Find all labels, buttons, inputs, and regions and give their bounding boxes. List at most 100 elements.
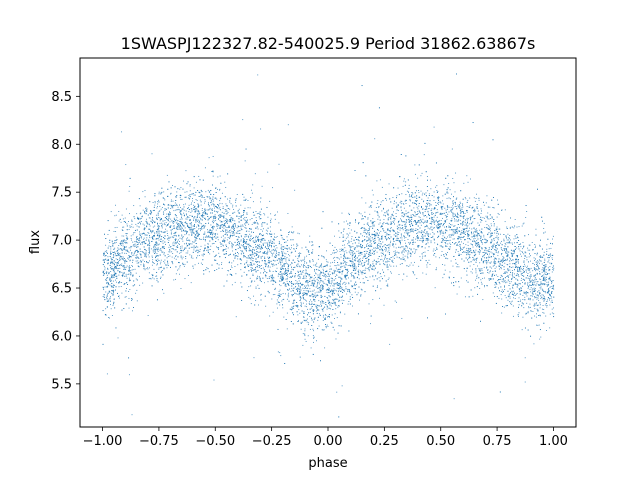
data-point	[491, 246, 493, 248]
data-point	[185, 218, 187, 220]
data-point	[166, 264, 168, 266]
data-point	[204, 209, 206, 211]
data-point	[145, 210, 147, 212]
data-point	[524, 265, 526, 267]
data-point	[165, 228, 167, 230]
data-point	[543, 264, 545, 266]
data-point	[240, 240, 242, 242]
data-point	[421, 198, 423, 200]
data-point	[336, 391, 338, 393]
data-point	[473, 240, 475, 242]
data-point	[524, 292, 526, 294]
data-point	[506, 239, 508, 241]
data-point	[126, 223, 128, 225]
data-point	[548, 259, 550, 261]
data-point	[151, 256, 153, 258]
data-point	[360, 270, 361, 272]
data-point	[116, 226, 118, 228]
data-point	[103, 274, 105, 276]
data-point	[414, 251, 416, 253]
data-point	[138, 239, 140, 241]
data-point	[412, 229, 414, 231]
data-point	[444, 207, 446, 209]
data-point	[145, 207, 147, 209]
data-point	[168, 265, 169, 266]
data-point	[335, 274, 337, 276]
data-point	[278, 297, 279, 299]
data-point	[471, 272, 473, 274]
data-point	[527, 273, 529, 274]
data-point	[417, 208, 419, 210]
data-point	[291, 247, 293, 249]
data-point	[309, 301, 310, 303]
data-point	[141, 243, 143, 245]
data-point	[399, 247, 401, 249]
data-point	[525, 282, 526, 284]
data-point	[260, 272, 262, 274]
data-point	[371, 268, 373, 270]
data-point	[110, 296, 111, 298]
data-point	[379, 243, 381, 245]
data-point	[499, 278, 501, 280]
data-point	[475, 249, 477, 251]
data-point	[318, 291, 320, 293]
data-point	[396, 251, 398, 253]
data-point	[479, 229, 481, 231]
data-point	[341, 299, 343, 301]
data-point	[369, 254, 371, 256]
data-point	[449, 224, 451, 225]
data-point	[361, 271, 363, 273]
data-point	[458, 286, 460, 288]
data-point	[138, 240, 140, 241]
data-point	[523, 268, 524, 269]
data-point	[130, 226, 132, 228]
data-point	[287, 263, 289, 265]
data-point	[307, 280, 309, 282]
data-point	[281, 275, 283, 277]
data-point	[367, 263, 369, 265]
data-point	[405, 194, 407, 196]
data-point	[196, 207, 198, 209]
data-point	[518, 226, 520, 228]
data-point	[279, 304, 281, 306]
data-point	[184, 203, 186, 205]
data-point	[414, 241, 416, 243]
data-point	[456, 293, 458, 295]
data-point	[111, 268, 113, 270]
data-point	[314, 292, 316, 294]
data-point	[480, 219, 482, 221]
data-point	[474, 238, 476, 239]
data-point	[461, 230, 463, 232]
data-point	[392, 221, 394, 222]
data-point	[522, 285, 524, 287]
data-point	[110, 257, 112, 259]
data-point	[545, 315, 547, 317]
data-point	[341, 212, 343, 214]
data-point	[180, 210, 182, 212]
data-point	[190, 219, 192, 221]
data-point	[321, 308, 323, 310]
data-point	[537, 324, 539, 326]
data-point	[211, 201, 213, 203]
data-point	[254, 222, 256, 224]
data-point	[318, 291, 320, 293]
data-point	[448, 234, 450, 236]
data-point	[546, 281, 548, 283]
data-point	[284, 257, 286, 259]
data-point	[449, 271, 451, 273]
data-point	[265, 232, 267, 234]
data-point	[354, 291, 356, 293]
data-point	[304, 258, 305, 260]
data-point	[505, 282, 507, 284]
data-point	[250, 235, 252, 237]
data-point	[118, 220, 120, 222]
data-point	[321, 302, 323, 304]
data-point	[490, 233, 492, 235]
data-point	[147, 232, 149, 233]
data-point	[143, 229, 145, 231]
data-point	[307, 267, 309, 269]
data-point	[457, 230, 459, 232]
data-point	[404, 232, 406, 234]
data-point	[308, 290, 310, 292]
data-point	[240, 239, 242, 241]
